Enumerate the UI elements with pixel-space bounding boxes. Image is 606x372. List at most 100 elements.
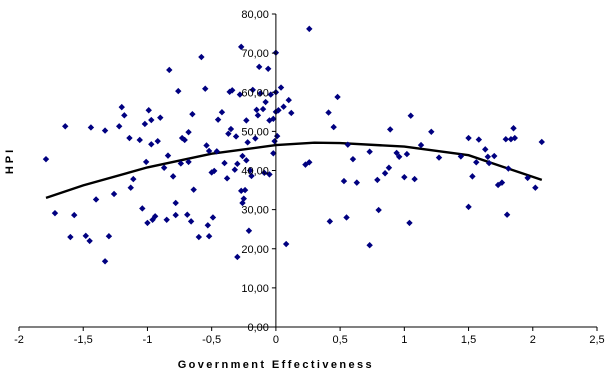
data-point bbox=[105, 233, 113, 240]
data-point bbox=[484, 153, 492, 161]
data-point bbox=[218, 109, 226, 116]
data-point bbox=[164, 152, 172, 159]
x-tick-label: -1 bbox=[143, 334, 153, 346]
data-point bbox=[231, 166, 238, 173]
data-point bbox=[381, 170, 389, 177]
data-point bbox=[144, 219, 151, 227]
data-point bbox=[252, 135, 259, 142]
data-point bbox=[343, 214, 350, 221]
data-point bbox=[254, 112, 262, 119]
polynomial-trendline bbox=[45, 141, 543, 200]
data-point bbox=[225, 130, 232, 137]
data-point bbox=[145, 107, 152, 114]
data-point bbox=[175, 87, 182, 95]
y-tick-label: 70,00 bbox=[241, 48, 269, 60]
data-point bbox=[366, 148, 373, 155]
x-tick-label: 1,5 bbox=[461, 334, 476, 346]
data-point bbox=[244, 139, 251, 146]
data-point bbox=[87, 124, 95, 131]
data-point bbox=[67, 233, 74, 241]
data-point bbox=[190, 186, 197, 193]
data-point bbox=[141, 120, 149, 128]
data-point bbox=[229, 87, 236, 94]
data-points bbox=[42, 25, 545, 265]
data-point bbox=[241, 186, 249, 194]
data-point bbox=[130, 175, 137, 183]
data-point bbox=[511, 134, 518, 142]
data-point bbox=[257, 90, 264, 97]
data-point bbox=[271, 137, 278, 145]
data-point bbox=[148, 141, 155, 148]
data-point bbox=[126, 134, 133, 142]
data-point bbox=[255, 63, 263, 71]
data-point bbox=[166, 66, 173, 74]
y-tick-labels: 0,00 10,00 20,00 30,00 40,00 50,00 60,00 70,00 8… bbox=[241, 9, 269, 334]
data-point bbox=[227, 125, 235, 133]
data-point bbox=[169, 173, 177, 180]
data-point bbox=[262, 98, 269, 106]
data-point bbox=[177, 160, 185, 167]
data-point bbox=[502, 136, 510, 143]
data-point bbox=[374, 176, 381, 184]
x-tick-label: 2,5 bbox=[589, 334, 604, 346]
data-point bbox=[406, 219, 413, 227]
data-point bbox=[248, 172, 255, 180]
data-point bbox=[238, 187, 245, 195]
data-point bbox=[306, 25, 313, 33]
data-point bbox=[340, 177, 348, 185]
data-point bbox=[280, 103, 287, 110]
y-tick-label: 30,00 bbox=[241, 205, 269, 217]
data-point bbox=[457, 153, 465, 160]
data-point bbox=[127, 184, 134, 191]
x-tick-labels: -2 -1,5 -1 -0,5 0 0,5 1 1,5 2 2,5 bbox=[14, 334, 605, 346]
data-point bbox=[264, 65, 272, 72]
data-point bbox=[172, 211, 179, 219]
data-point bbox=[505, 165, 512, 172]
data-point bbox=[71, 211, 78, 219]
data-point bbox=[42, 155, 50, 163]
x-tick-label: 2 bbox=[530, 334, 536, 346]
data-point bbox=[184, 211, 191, 218]
data-point bbox=[282, 240, 290, 248]
data-point bbox=[181, 136, 188, 144]
y-tick-label: 60,00 bbox=[241, 87, 269, 99]
trendline-layer bbox=[45, 141, 543, 200]
y-tick-label: 80,00 bbox=[241, 9, 269, 21]
data-point bbox=[202, 85, 209, 92]
data-point bbox=[101, 258, 109, 265]
y-tick-label: 50,00 bbox=[241, 126, 269, 138]
data-point bbox=[203, 142, 210, 149]
data-point bbox=[375, 206, 382, 214]
data-point bbox=[160, 164, 168, 171]
data-point bbox=[136, 136, 143, 144]
data-point bbox=[204, 222, 212, 229]
data-point bbox=[344, 141, 352, 148]
data-point bbox=[277, 84, 285, 91]
data-point bbox=[401, 173, 408, 181]
data-point bbox=[205, 233, 213, 240]
x-tick-label: -1,5 bbox=[74, 334, 93, 346]
data-point bbox=[469, 173, 476, 180]
data-point bbox=[353, 179, 361, 186]
data-point bbox=[334, 93, 341, 101]
x-tick-label: -0,5 bbox=[202, 334, 221, 346]
data-point bbox=[393, 149, 400, 157]
data-point bbox=[510, 125, 517, 132]
data-point bbox=[157, 114, 164, 121]
y-tick-label: 0,00 bbox=[247, 322, 268, 334]
data-point bbox=[253, 106, 260, 114]
data-point bbox=[407, 112, 414, 119]
data-point bbox=[403, 150, 411, 158]
data-point bbox=[485, 159, 493, 167]
data-point bbox=[326, 218, 334, 225]
data-point bbox=[51, 209, 59, 217]
y-tick-label: 10,00 bbox=[241, 283, 269, 295]
data-point bbox=[524, 174, 531, 182]
data-point bbox=[240, 195, 247, 202]
data-point bbox=[236, 91, 244, 98]
data-point bbox=[245, 227, 253, 234]
data-point bbox=[82, 232, 89, 240]
data-point bbox=[261, 169, 268, 177]
data-point bbox=[211, 167, 218, 175]
